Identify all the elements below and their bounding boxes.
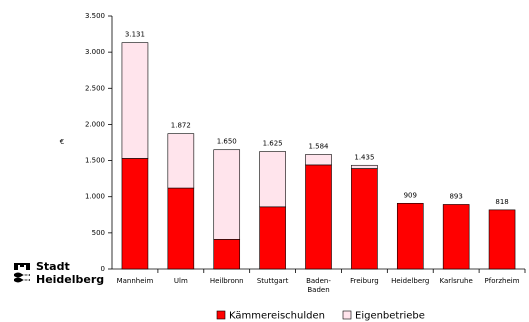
x-tick-label: Baden- Baden [306, 277, 331, 294]
bar-segment [121, 42, 149, 159]
legend-label: Kämmereischulden [229, 311, 325, 322]
x-tick-label: Freiburg [350, 277, 379, 285]
bar-segment [305, 154, 332, 166]
value-label: 1.650 [217, 138, 237, 146]
logo-icon [14, 263, 30, 283]
y-tick-label: 2.000 [85, 120, 105, 128]
y-tick-label: 3.500 [85, 12, 105, 20]
x-tick-label: Ulm [173, 277, 188, 285]
logo-text: Stadt [36, 260, 70, 273]
y-tick-label: 2.500 [85, 84, 105, 92]
bar-segment [351, 168, 378, 270]
bar-segment [259, 151, 286, 208]
bar-segment [396, 202, 424, 270]
value-label: 1.435 [354, 153, 374, 161]
bar-segment [442, 204, 470, 270]
x-tick-label: Stuttgart [256, 277, 289, 285]
y-tick-label: 1.000 [85, 193, 105, 201]
x-tick-label: Heilbronn [209, 277, 244, 285]
y-axis-label: € [60, 138, 64, 146]
bar-segment [121, 158, 149, 270]
bar-segment [167, 187, 195, 270]
x-tick-label: Karlsruhe [439, 277, 473, 285]
y-tick-label: 1.500 [85, 157, 105, 165]
value-label: 1.872 [171, 122, 191, 130]
value-label: 1.625 [263, 140, 283, 148]
value-label: 3.131 [125, 31, 145, 39]
x-tick-label: Heidelberg [391, 277, 430, 285]
x-tick-label: Mannheim [116, 277, 154, 285]
bar-segment [167, 133, 195, 189]
y-tick-label: 3.000 [85, 48, 105, 56]
bar-segment [351, 164, 378, 169]
y-tick-label: 500 [92, 229, 105, 237]
legend-swatch [216, 310, 226, 320]
bar-segment [488, 209, 516, 270]
legend-label: Eigenbetriebe [355, 311, 425, 322]
value-label: 893 [449, 192, 462, 200]
logo-text: Heidelberg [36, 273, 104, 286]
x-tick-label: Pforzheim [484, 277, 520, 285]
value-label: 1.584 [308, 142, 329, 150]
bar-segment [213, 239, 241, 270]
legend-swatch [342, 310, 352, 320]
value-label: 818 [495, 198, 508, 206]
value-label: 909 [404, 191, 417, 199]
bar-segment [213, 149, 241, 240]
bar-segment [259, 206, 286, 270]
bar-segment [305, 164, 332, 270]
y-tick-label: 0 [101, 265, 105, 273]
